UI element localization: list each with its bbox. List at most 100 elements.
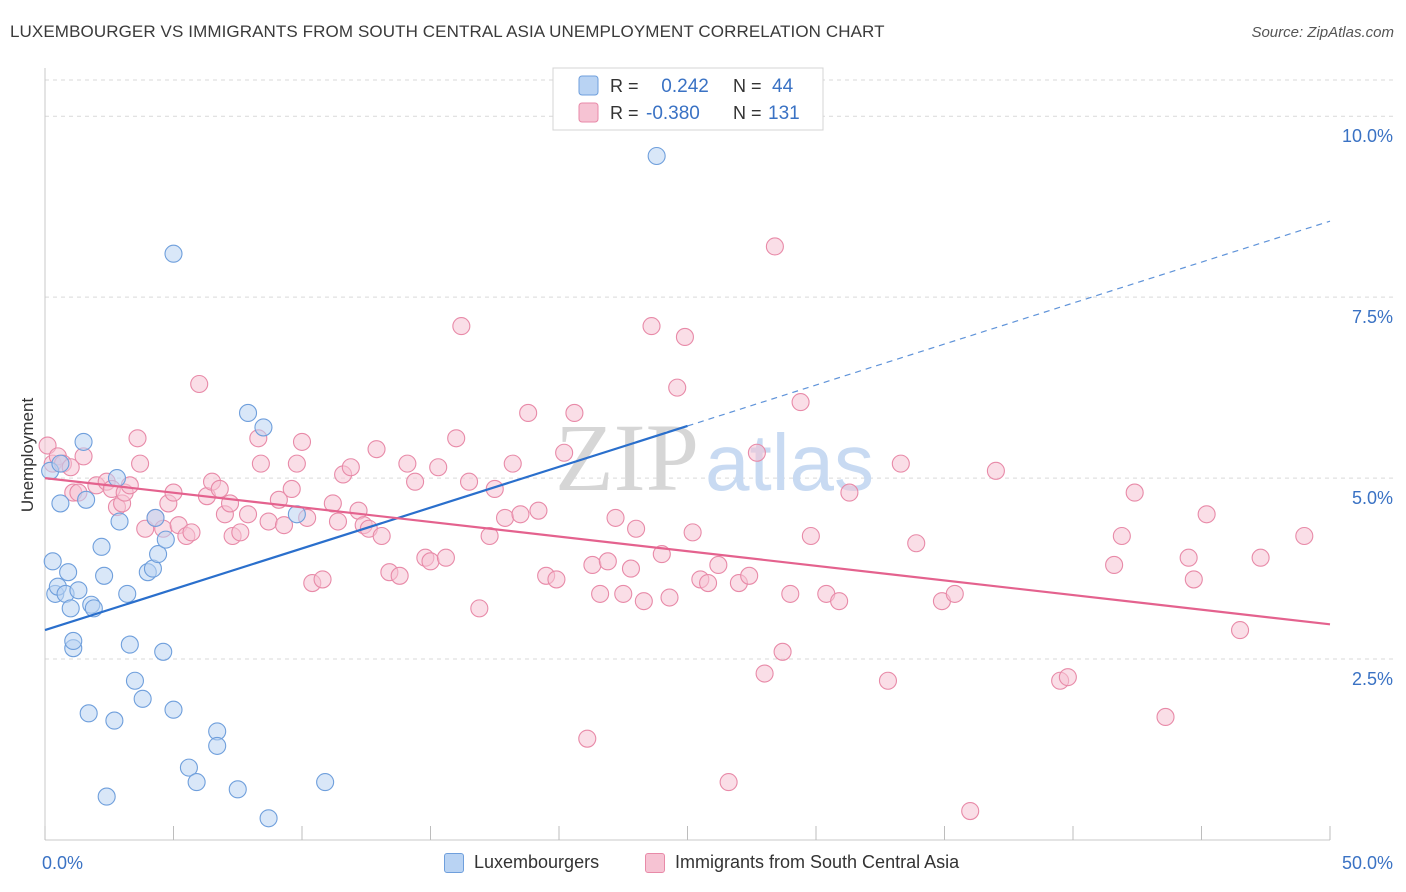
stats-legend: R = 0.242 N = 44 R = -0.380 N = 131 [552,67,824,131]
legend-swatch-blue [578,75,599,96]
immigrant-point [1125,483,1144,502]
luxembourger-point [228,780,247,799]
legend-r-label: R = [610,76,639,96]
luxembourger-point [51,494,70,513]
chart-title: LUXEMBOURGER VS IMMIGRANTS FROM SOUTH CE… [10,22,885,41]
immigrant-point [313,570,332,589]
immigrant-point [495,508,515,527]
legend-r-value: -0.380 [646,103,700,124]
immigrant-point [1112,526,1131,546]
immigrant-point [791,393,810,412]
immigrant-point [390,566,409,585]
immigrant-point [367,440,386,459]
tick-labels: 2.5% 5.0% 7.5% 10.0% 0.0% 50.0% [42,126,1393,873]
immigrant-point [642,317,661,336]
immigrant-point [436,548,455,567]
immigrant-point [274,516,294,535]
luxembourger-point [74,432,93,451]
immigrant-point [282,479,301,499]
watermark-zip: ZIP [555,404,699,511]
immigrant-point [259,512,278,531]
immigrant-point [231,523,250,542]
immigrant-point [683,523,702,542]
immigrant-point [470,599,489,618]
x-tick-label: 0.0% [42,853,83,873]
immigrant-point [398,454,417,473]
luxembourger-point [92,537,111,556]
immigrant-point [251,454,270,473]
immigrant-point [1251,548,1270,567]
y-tick-label: 10.0% [1342,126,1393,146]
immigrant-point [511,505,530,524]
luxembourger-point [179,758,198,777]
immigrant-point [292,432,312,451]
immigrant-point [1179,548,1198,567]
y-tick-label: 5.0% [1352,488,1393,508]
immigrant-point [131,454,150,473]
immigrant-point [1105,555,1124,575]
immigrant-point [740,566,759,585]
immigrant-point [447,429,466,448]
immigrant-point [627,519,646,538]
luxembourger-point [77,490,96,509]
immigrant-point [747,443,766,462]
luxembourger-point [254,418,273,437]
immigrant-point [719,773,738,792]
legend-n-label: N = [733,76,762,96]
legend-n-value: 44 [772,76,794,97]
immigrant-point [1295,526,1314,546]
immigrant-point [583,555,602,575]
luxembourger-point [97,787,116,806]
immigrant-point [668,378,687,397]
immigrant-point [699,573,718,593]
y-axis-label: Unemployment [18,398,37,513]
immigrant-point [519,403,538,423]
legend-label-luxembourgers: Luxembourgers [474,852,600,872]
bottom-legend: Luxembourgers Immigrants from South Cent… [0,848,1406,880]
immigrant-point [182,523,201,542]
immigrant-point [675,327,694,347]
immigrant-point [287,454,306,473]
luxembourger-point [133,689,152,708]
immigrant-point [773,642,792,661]
luxembourger-point [59,563,78,582]
luxembourger-point [125,671,144,690]
immigrant-point [878,671,898,690]
immigrant-point [830,592,849,611]
legend-swatch-pink [645,852,665,873]
luxembourger-point [146,508,165,527]
immigrant-point [907,534,926,553]
immigrant-point [565,403,584,423]
immigrant-point [634,592,653,611]
luxembourger-point [79,704,98,723]
luxembourger-point [238,403,258,423]
immigrant-point [578,729,597,748]
luxembourger-point [110,512,129,531]
immigrant-point [210,479,229,499]
legend-n-label: N = [733,103,762,123]
luxembourger-point [69,581,88,600]
immigrant-point [781,584,800,603]
legend-swatch-blue [444,852,464,873]
immigrant-point [421,552,440,571]
immigrant-point [190,374,209,394]
legend-r-label: R = [610,103,639,123]
series-immigrants-points [38,237,1314,821]
immigrant-point [372,526,391,546]
immigrant-point [547,570,566,589]
luxembourger-point [259,809,278,828]
immigrant-point [986,461,1005,480]
source-credit: Source: ZipAtlas.com [1251,24,1394,41]
legend-item-immigrants: Immigrants from South Central Asia [645,852,959,873]
trend-lines [44,220,1331,632]
luxembourger-point [64,631,83,651]
luxembourger-point [105,711,124,730]
immigrant-point [801,526,820,546]
immigrant-point [606,508,625,527]
immigrant-point [598,552,617,571]
immigrant-point [1184,570,1203,589]
luxembourger-point [118,584,137,603]
legend-swatch-pink [578,102,599,123]
immigrant-point [945,584,964,603]
